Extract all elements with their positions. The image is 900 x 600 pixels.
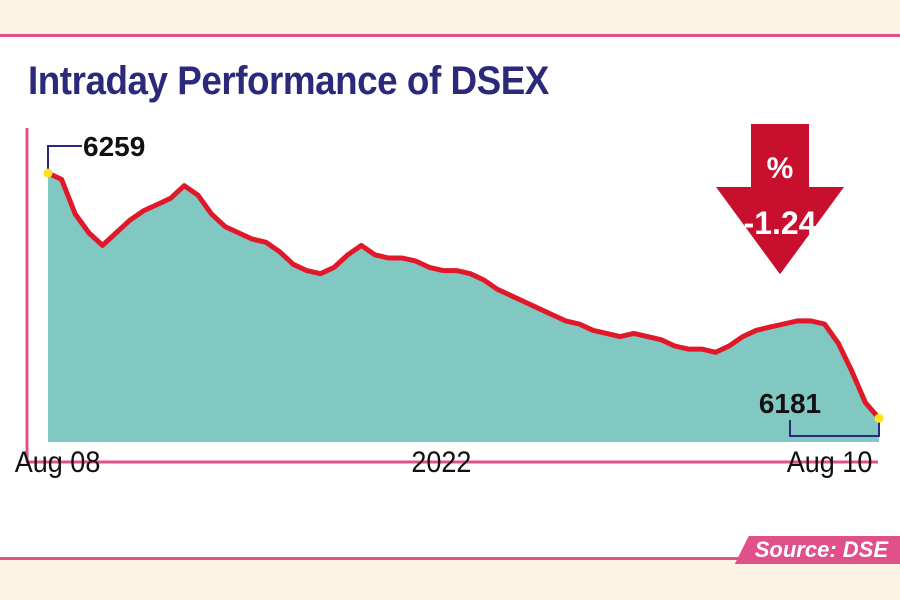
x-label-middle: 2022 (411, 446, 472, 479)
source-badge: Source: DSE (734, 536, 900, 564)
highlight-point (43, 168, 53, 178)
callout-label: 6181 (759, 388, 821, 419)
change-down-arrow-icon: % -1.24 (712, 122, 848, 278)
highlight-point (874, 413, 884, 423)
change-value: -1.24 (744, 205, 817, 241)
series-line (45, 170, 882, 421)
x-label-start: Aug 08 (14, 446, 101, 479)
chart-title: Intraday Performance of DSEX (28, 59, 549, 103)
callout-leader (47, 145, 82, 174)
change-symbol: % (767, 152, 794, 185)
callout-label: 6259 (83, 131, 145, 162)
x-label-end: Aug 10 (786, 446, 873, 479)
callout-leader (789, 418, 880, 437)
